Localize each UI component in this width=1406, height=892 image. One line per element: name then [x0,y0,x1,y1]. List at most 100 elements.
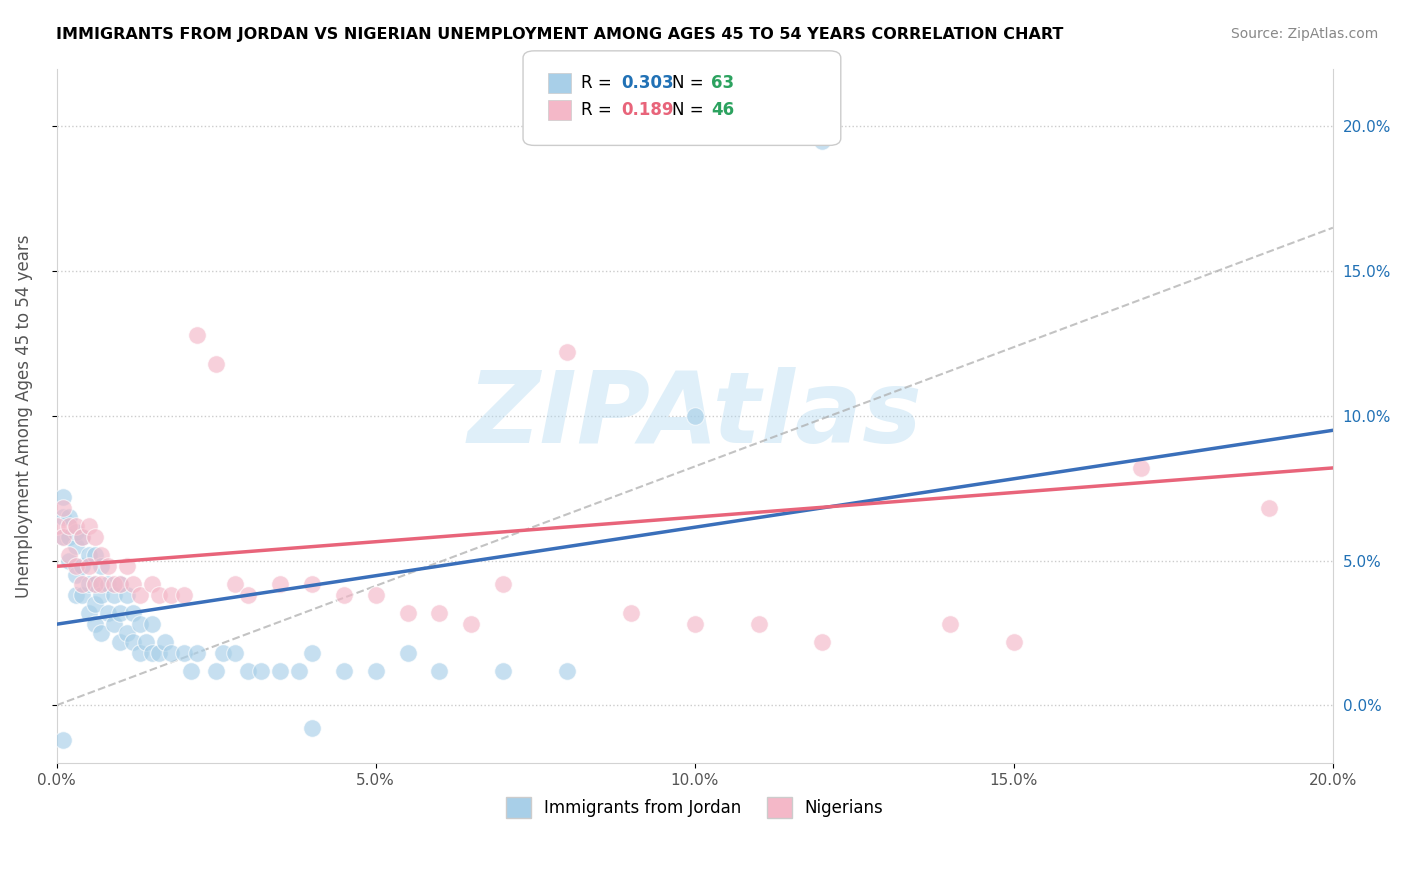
Point [52,530,75,544]
Point [97,559,120,574]
Point [122,634,145,648]
Point [333,664,356,678]
Point [128,646,150,660]
Point [58,530,80,544]
Point [148,588,170,602]
Point [250,664,273,678]
Point [460,617,482,632]
Point [1130,461,1153,475]
Text: R =: R = [581,101,617,119]
Point [90,626,112,640]
Point [301,646,323,660]
Point [396,646,419,660]
Point [77,518,100,533]
Point [52,530,75,544]
Point [65,559,87,574]
Point [83,530,105,544]
Point [110,606,132,620]
Point [115,559,138,574]
Point [83,597,105,611]
Point [135,634,157,648]
Point [90,548,112,562]
Point [122,606,145,620]
Point [186,327,208,342]
Point [683,617,706,632]
Point [811,134,834,148]
Point [52,490,75,504]
Point [90,576,112,591]
Point [70,559,93,574]
Point [90,559,112,574]
Text: 0.303: 0.303 [621,74,673,92]
Point [65,568,87,582]
Point [141,617,163,632]
Point [77,548,100,562]
Y-axis label: Unemployment Among Ages 45 to 54 years: Unemployment Among Ages 45 to 54 years [15,234,32,598]
Point [58,548,80,562]
Point [52,510,75,524]
Text: N =: N = [672,74,709,92]
Point [269,664,291,678]
Point [65,588,87,602]
Point [122,576,145,591]
Point [77,559,100,574]
Point [429,664,451,678]
Point [77,606,100,620]
Point [180,664,202,678]
Point [333,588,356,602]
Point [52,733,75,747]
Point [492,576,515,591]
Point [173,646,195,660]
Point [1002,634,1025,648]
Point [748,617,770,632]
Point [83,576,105,591]
Point [110,634,132,648]
Point [141,576,163,591]
Point [224,646,246,660]
Text: N =: N = [672,101,709,119]
Text: 63: 63 [711,74,734,92]
Point [77,576,100,591]
Point [45,518,67,533]
Point [115,588,138,602]
Point [97,606,120,620]
Point [683,409,706,423]
Text: IMMIGRANTS FROM JORDAN VS NIGERIAN UNEMPLOYMENT AMONG AGES 45 TO 54 YEARS CORREL: IMMIGRANTS FROM JORDAN VS NIGERIAN UNEMP… [56,27,1063,42]
Point [1258,501,1281,516]
Text: ZIPAtlas: ZIPAtlas [467,368,922,465]
Point [83,617,105,632]
Point [429,606,451,620]
Point [301,722,323,736]
Point [211,646,233,660]
Point [65,518,87,533]
Point [128,617,150,632]
Point [110,576,132,591]
Point [103,576,125,591]
Point [160,646,183,660]
Text: 46: 46 [711,101,734,119]
Text: 0.189: 0.189 [621,101,673,119]
Point [173,588,195,602]
Point [205,357,228,371]
Point [555,664,578,678]
Point [83,576,105,591]
Point [115,626,138,640]
Text: R =: R = [581,74,617,92]
Point [83,548,105,562]
Point [224,576,246,591]
Point [90,588,112,602]
Point [110,576,132,591]
Point [364,664,387,678]
Point [70,530,93,544]
Point [186,646,208,660]
Point [58,553,80,567]
Point [153,634,176,648]
Point [103,617,125,632]
Point [492,664,515,678]
Point [141,646,163,660]
Point [811,634,834,648]
Point [288,664,311,678]
Point [939,617,962,632]
Text: Source: ZipAtlas.com: Source: ZipAtlas.com [1230,27,1378,41]
Point [148,646,170,660]
